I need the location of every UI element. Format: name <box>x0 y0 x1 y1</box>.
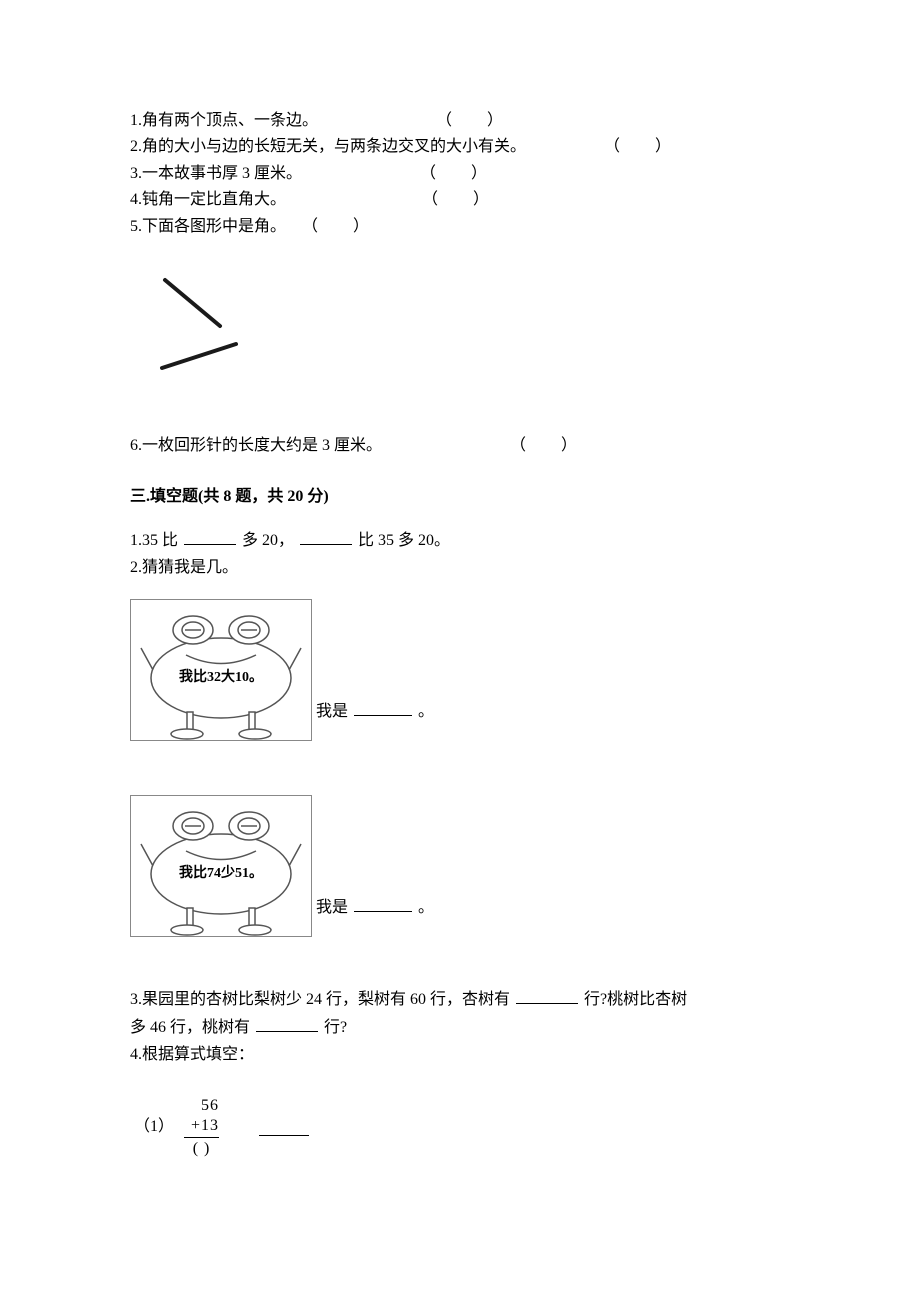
judge-q3: 3.一本故事书厚 3 厘米。 （ ） <box>130 163 790 185</box>
judge-q6-text: 6.一枚回形针的长度大约是 3 厘米。 <box>130 437 382 454</box>
fill-q1: 1.35 比 多 20， 比 35 多 20。 <box>130 528 790 552</box>
judge-q2: 2.角的大小与边的长短无关，与两条边交叉的大小有关。 （ ） <box>130 136 790 158</box>
section3-title: 三.填空题(共 8 题，共 20 分) <box>130 486 790 508</box>
frog1-box: 我比32大10。 <box>130 599 312 741</box>
judge-q6-paren[interactable]: （ ） <box>510 437 578 454</box>
judge-q1-paren[interactable]: （ ） <box>436 112 504 129</box>
frog1-answer-prefix: 我是 <box>316 703 348 720</box>
fill-q3-blank1[interactable] <box>516 987 578 1004</box>
frog1-wrap: 我比32大10。 我是 。 <box>130 599 790 741</box>
fill-q1-mid: 多 20， <box>242 532 294 549</box>
fill-q1-post: 比 35 多 20。 <box>358 532 450 549</box>
fill-q3-line1: 3.果园里的杏树比梨树少 24 行，梨树有 60 行，杏树有 行?桃树比杏树 <box>130 987 790 1011</box>
judge-q2-paren[interactable]: （ ） <box>604 138 672 155</box>
calc1-top: 56 <box>184 1096 219 1116</box>
frog2-answer-suffix: 。 <box>418 899 434 916</box>
frog2-wrap: 我比74少51。 我是 。 <box>130 795 790 937</box>
judge-q5-text: 5.下面各图形中是角。 <box>130 218 286 235</box>
fill-q1-pre: 1.35 比 <box>130 532 178 549</box>
calc1-result[interactable]: ( ) <box>184 1137 219 1159</box>
fill-q1-blank1[interactable] <box>184 528 236 545</box>
calc1-plus: +13 <box>184 1116 219 1136</box>
fill-q2-intro: 2.猜猜我是几。 <box>130 557 790 579</box>
judge-q3-paren[interactable]: （ ） <box>420 165 488 182</box>
fill-q4-intro: 4.根据算式填空： <box>130 1044 790 1066</box>
judge-q2-text: 2.角的大小与边的长短无关，与两条边交叉的大小有关。 <box>130 138 526 155</box>
calc1-answer-blank[interactable] <box>259 1119 309 1136</box>
fill-q3-tail: 行? <box>324 1019 347 1036</box>
frog1-caption: 我是 。 <box>316 699 434 723</box>
judge-q4-text: 4.钝角一定比直角大。 <box>130 191 286 208</box>
frog1-blank[interactable] <box>354 699 412 716</box>
judge-q1: 1.角有两个顶点、一条边。 （ ） <box>130 110 790 132</box>
judge-q5: 5.下面各图形中是角。 （ ） <box>130 216 790 238</box>
frog2-bubble: 我比74少51。 <box>131 864 311 884</box>
fill-q3-line2: 多 46 行，桃树有 行? <box>130 1015 790 1039</box>
frog2-blank[interactable] <box>354 895 412 912</box>
fill-q3-part1: 3.果园里的杏树比梨树少 24 行，梨树有 60 行，杏树有 <box>130 991 510 1008</box>
frog2-caption: 我是 。 <box>316 895 434 919</box>
fill-q1-blank2[interactable] <box>300 528 352 545</box>
frog1-bubble: 我比32大10。 <box>131 668 311 688</box>
judge-q6: 6.一枚回形针的长度大约是 3 厘米。 （ ） <box>130 435 790 457</box>
fill-q3-mid: 行?桃树比杏树 <box>584 991 687 1008</box>
calc1-box: 56 +13 ( ) <box>184 1096 219 1159</box>
fill-q3-part2: 多 46 行，桃树有 <box>130 1019 250 1036</box>
fill-q3-blank2[interactable] <box>256 1015 318 1032</box>
page: 1.角有两个顶点、一条边。 （ ） 2.角的大小与边的长短无关，与两条边交叉的大… <box>0 0 920 1239</box>
judge-q5-paren[interactable]: （ ） <box>302 218 370 235</box>
judge-q3-text: 3.一本故事书厚 3 厘米。 <box>130 165 302 182</box>
judge-q1-text: 1.角有两个顶点、一条边。 <box>130 112 318 129</box>
frog1-answer-suffix: 。 <box>418 703 434 720</box>
judge-q4-paren[interactable]: （ ） <box>422 191 490 208</box>
angle-icon <box>140 268 270 378</box>
calc1-wrap: （1） 56 +13 ( ) <box>134 1096 790 1159</box>
frog2-answer-prefix: 我是 <box>316 899 348 916</box>
angle-figure <box>140 268 790 385</box>
calc1-index: （1） <box>134 1116 174 1138</box>
frog2-box: 我比74少51。 <box>130 795 312 937</box>
judge-q4: 4.钝角一定比直角大。 （ ） <box>130 189 790 211</box>
